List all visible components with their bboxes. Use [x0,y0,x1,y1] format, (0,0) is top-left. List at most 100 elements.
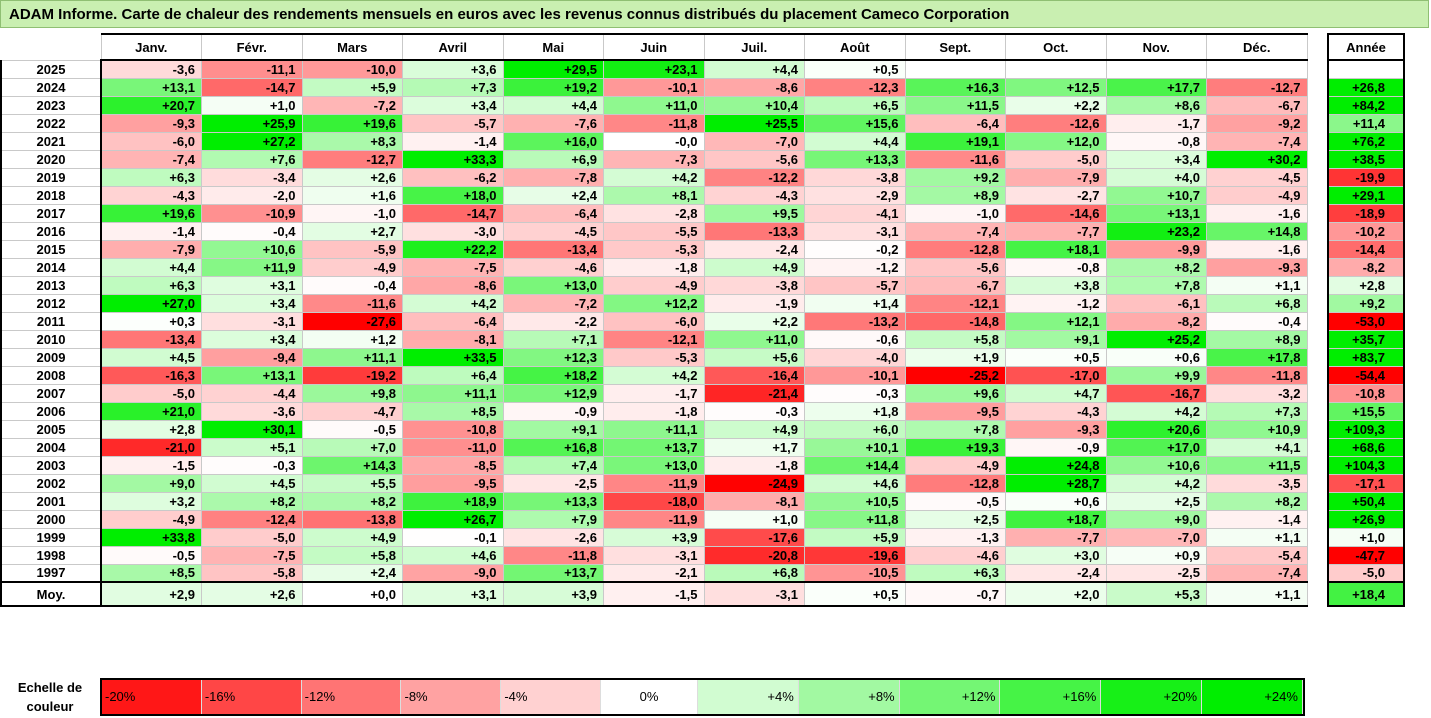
heatmap-cell: +4,6 [804,473,906,493]
heatmap-cell: +2,4 [502,185,604,205]
heatmap-cell: -7,4 [1206,131,1308,151]
heatmap-cell: +10,1 [804,437,906,457]
heatmap-cell: +4,9 [301,527,403,547]
heatmap-cell: +14,3 [301,455,403,475]
heatmap-cell: -4,5 [502,221,604,241]
annual-cell: -54,4 [1327,365,1405,385]
heatmap-cell: +1,9 [904,347,1006,367]
heatmap-cell: -7,2 [502,293,604,313]
heatmap-cell: -5,8 [201,563,303,583]
heatmap-cell: +1,1 [1206,275,1308,295]
average-cell: +0,5 [804,581,906,607]
month-header: Mars [301,33,403,61]
year-label: 2021 [0,131,102,151]
heatmap-cell: +13,1 [100,77,202,97]
heatmap-cell: -13,8 [301,509,403,529]
heatmap-cell: +25,5 [703,113,805,133]
annual-cell: +9,2 [1327,293,1405,313]
heatmap-cell: +3,4 [201,293,303,313]
year-label: 2017 [0,203,102,223]
heatmap-cell: -16,4 [703,365,805,385]
annual-cell: +50,4 [1327,491,1405,511]
heatmap-cell: -17,0 [1005,365,1107,385]
heatmap-cell: -2,4 [1005,563,1107,583]
heatmap-cell: +1,4 [804,293,906,313]
month-header: Févr. [201,33,303,61]
heatmap-cell: -0,5 [301,419,403,439]
heatmap-cell: -5,0 [201,527,303,547]
heatmap-cell: +8,2 [301,491,403,511]
heatmap-cell: -4,3 [703,185,805,205]
heatmap-cell: +13,1 [1105,203,1207,223]
heatmap-cell: -2,1 [603,563,705,583]
heatmap-cell: -3,4 [201,167,303,187]
heatmap-cell: -4,4 [201,383,303,403]
annual-cell: +35,7 [1327,329,1405,349]
annual-cell: -53,0 [1327,311,1405,331]
heatmap-cell: +17,8 [1206,347,1308,367]
average-cell: +2,6 [201,581,303,607]
heatmap-cell: +8,3 [301,131,403,151]
heatmap-cell: -5,7 [402,113,504,133]
annual-cell: +15,5 [1327,401,1405,421]
heatmap-cell: +23,2 [1105,221,1207,241]
month-header: Juin [603,33,705,61]
heatmap-row: 2009 +4,5 -9,4 +11,1 +33,5 +12,3 -5,3 +5,6 -4,0 +… [0,347,1308,367]
heatmap-cell: -4,3 [1005,401,1107,421]
heatmap-cell: +2,6 [301,167,403,187]
color-scale-step: -20% [102,680,202,714]
heatmap-cell: -2,0 [201,185,303,205]
heatmap-cell: +9,0 [1105,509,1207,529]
color-scale-step: -8% [401,680,502,714]
heatmap-cell: -1,8 [703,455,805,475]
heatmap-cell: -5,0 [1005,149,1107,169]
heatmap-row: 2016 -1,4 -0,4 +2,7 -3,0 -4,5 -5,5 -13,3 -3,1 -7,… [0,221,1308,241]
color-scale-step: +8% [798,680,900,714]
heatmap-cell: -6,4 [402,311,504,331]
heatmap-cell: -2,5 [502,473,604,493]
heatmap-cell: +4,4 [502,95,604,115]
heatmap-row: 2008 -16,3 +13,1 -19,2 +6,4 +18,2 +4,2 -16,4 -10… [0,365,1308,385]
heatmap-cell: -13,3 [703,221,805,241]
heatmap-cell: +13,7 [502,563,604,583]
heatmap-cell: +11,5 [1206,455,1308,475]
heatmap-cell: +2,4 [301,563,403,583]
heatmap-cell: -7,7 [1005,527,1107,547]
heatmap-cell: +4,7 [1005,383,1107,403]
heatmap-cell: +19,3 [904,437,1006,457]
chart-title: ADAM Informe. Carte de chaleur des rende… [0,0,1429,28]
color-scale: -20% -16% -12% -8% -4% 0% +4% +8% +12% +16% +20% +2… [100,678,1305,716]
heatmap-cell: -27,6 [301,311,403,331]
heatmap-cell: +33,5 [402,347,504,367]
heatmap-cell [904,59,1006,79]
heatmap-cell: -1,2 [804,257,906,277]
heatmap-cell: +16,3 [904,77,1006,97]
year-label: 1998 [0,545,102,565]
heatmap-cell: +1,6 [301,185,403,205]
heatmap-cell: -8,6 [703,77,805,97]
heatmap-cell: -19,2 [301,365,403,385]
heatmap-cell: +0,5 [804,59,906,79]
heatmap-cell: -5,7 [804,275,906,295]
heatmap-cell: +9,1 [502,419,604,439]
heatmap-cell: +1,0 [201,95,303,115]
heatmap-cell: -0,8 [1105,131,1207,151]
heatmap-cell: +7,1 [502,329,604,349]
heatmap-cell: +14,8 [1206,221,1308,241]
heatmap-row: 2022 -9,3 +25,9 +19,6 -5,7 -7,6 -11,8 +25,5 +15,… [0,113,1308,133]
heatmap-cell: +3,4 [402,95,504,115]
heatmap-cell: +10,6 [201,239,303,259]
year-label: 2013 [0,275,102,295]
heatmap-cell: +8,9 [1206,329,1308,349]
heatmap-cell: +7,6 [201,149,303,169]
heatmap-cell: -25,2 [904,365,1006,385]
heatmap-cell: -12,8 [904,239,1006,259]
heatmap-cell: -6,2 [402,167,504,187]
heatmap-cell: +11,1 [301,347,403,367]
heatmap-cell: +3,4 [1105,149,1207,169]
heatmap-cell: +0,9 [1105,545,1207,565]
year-label: 2004 [0,437,102,457]
heatmap-cell: -13,4 [502,239,604,259]
heatmap-cell: -9,3 [100,113,202,133]
annual-returns-column: Année +26,8 +84,2 +11,4 +76,2 +38,5 -19,9 +29,1… [1327,33,1405,607]
